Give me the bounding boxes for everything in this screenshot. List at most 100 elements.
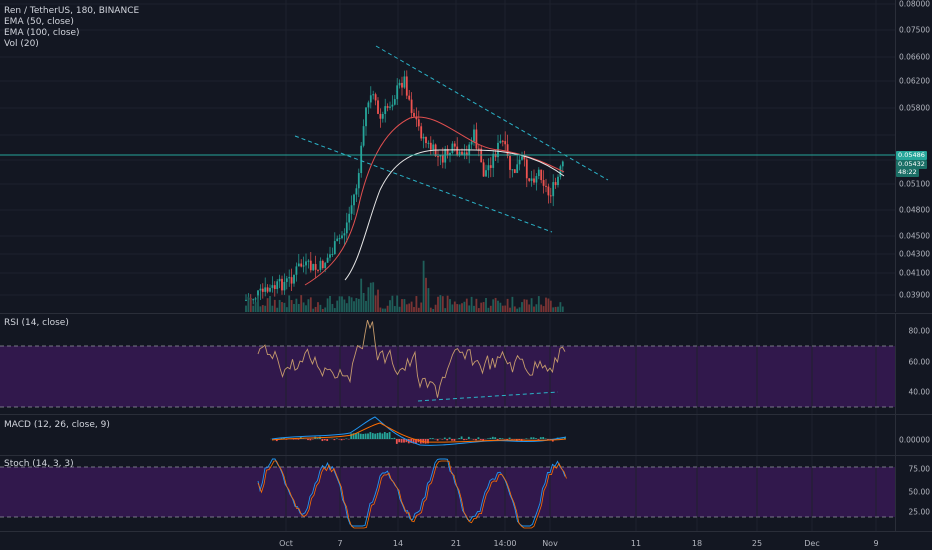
candle-body [415, 116, 418, 120]
candle-body [348, 213, 351, 223]
macd-histogram-bar [355, 433, 357, 439]
volume-bar [302, 302, 305, 312]
macd-histogram-bar [309, 439, 312, 441]
candle-body [552, 182, 555, 197]
volume-bar [276, 307, 279, 312]
pane-separator[interactable] [0, 455, 932, 456]
stoch-tick: 75.00 [908, 464, 930, 474]
volume-bar [329, 295, 331, 312]
macd-histogram-bar [410, 439, 413, 443]
countdown-badge: 48:22 [896, 168, 919, 177]
candle-body [545, 185, 547, 187]
candle-body [353, 194, 355, 206]
candle-body [504, 141, 507, 145]
price-axis[interactable]: 0.08000 0.07500 0.06600 0.06200 0.05800 … [895, 0, 932, 312]
rsi-legend[interactable]: RSI (14, close) [4, 318, 69, 328]
candle-body [297, 263, 300, 267]
candle-body [302, 265, 305, 267]
macd-histogram-bar [436, 439, 439, 441]
candle-body [427, 142, 430, 144]
macd-histogram-bar [340, 439, 343, 441]
signal-line [271, 422, 567, 443]
volume-bar [319, 304, 322, 312]
stoch-pane[interactable]: Stoch (14, 3, 3) [0, 456, 895, 531]
volume-bar [379, 307, 382, 312]
macd-chart[interactable] [0, 415, 895, 455]
volume-bar [449, 299, 451, 312]
candle-body [480, 148, 483, 163]
macd-axis[interactable]: 0.00000 [895, 415, 932, 455]
stoch-chart[interactable] [0, 456, 895, 531]
pane-separator[interactable] [0, 313, 932, 314]
rsi-band [0, 346, 895, 407]
candle-body [511, 169, 514, 171]
candle-body [295, 266, 298, 275]
candle-body [391, 104, 394, 107]
symbol-title[interactable]: Ren / TetherUS, 180, BINANCE [4, 6, 140, 16]
macd-histogram-bar [465, 439, 468, 440]
macd-histogram-bar [496, 439, 499, 441]
price-pane[interactable]: Ren / TetherUS, 180, BINANCE EMA (50, cl… [0, 0, 895, 312]
candle-body [321, 260, 324, 269]
macd-histogram-bar [335, 438, 338, 439]
candle-body [331, 254, 334, 256]
candle-body [386, 106, 389, 108]
candle-body [379, 113, 382, 119]
stoch-axis[interactable]: 75.00 50.00 25.00 [895, 456, 932, 531]
volume-bar [408, 303, 411, 312]
candle-body [367, 102, 370, 108]
macd-histogram-bar [326, 439, 329, 441]
volume-bar [499, 302, 502, 312]
macd-histogram-bar [357, 432, 360, 439]
macd-histogram-bar [415, 439, 417, 444]
volume-bar [557, 306, 559, 312]
macd-histogram-bar [283, 437, 285, 439]
macd-histogram-bar [427, 439, 429, 444]
rsi-chart[interactable] [0, 314, 895, 414]
rsi-axis[interactable]: 80.00 60.00 40.00 [895, 314, 932, 414]
volume-bar [547, 298, 550, 312]
pane-separator[interactable] [0, 531, 932, 532]
candle-body [513, 169, 516, 173]
ema50-legend[interactable]: EMA (50, close) [4, 17, 74, 27]
candle-body [290, 277, 293, 284]
price-tick: 0.05800 [898, 103, 930, 113]
volume-bar [494, 297, 497, 312]
macd-histogram-bar [381, 433, 384, 439]
candle-body [259, 288, 262, 291]
volume-bar [468, 305, 471, 312]
pane-separator[interactable] [0, 414, 932, 415]
price-tick: 0.04300 [898, 249, 930, 259]
volume-legend[interactable]: Vol (20) [4, 39, 39, 49]
macd-pane[interactable]: MACD (12, 26, close, 9) [0, 415, 895, 455]
volume-bar [252, 305, 255, 312]
candle-body [487, 165, 490, 171]
volume-bar [525, 299, 528, 312]
stoch-band [0, 467, 895, 517]
macd-legend[interactable]: MACD (12, 26, close, 9) [4, 420, 110, 430]
macd-histogram-bar [374, 433, 377, 439]
volume-bar [434, 304, 437, 312]
ema100-legend[interactable]: EMA (100, close) [4, 28, 80, 38]
candle-body [425, 136, 427, 144]
candle-body [408, 95, 411, 100]
candle-body [336, 238, 339, 242]
candle-body [338, 238, 341, 240]
candle-body [482, 162, 485, 177]
volume-bar [271, 305, 274, 312]
stoch-legend[interactable]: Stoch (14, 3, 3) [4, 459, 74, 469]
price-chart[interactable] [0, 0, 895, 312]
macd-histogram-bar [364, 433, 367, 439]
macd-histogram-bar [491, 436, 494, 439]
volume-bar [360, 278, 363, 312]
volume-bar [348, 296, 351, 312]
macd-histogram-bar [424, 439, 427, 444]
candle-body [355, 188, 358, 195]
macd-histogram-bar [530, 437, 533, 439]
candle-body [537, 169, 540, 177]
volume-bar [415, 296, 418, 312]
candle-body [473, 129, 475, 142]
candle-body [429, 142, 432, 150]
volume-bar [367, 287, 370, 312]
rsi-pane[interactable]: RSI (14, close) [0, 314, 895, 414]
